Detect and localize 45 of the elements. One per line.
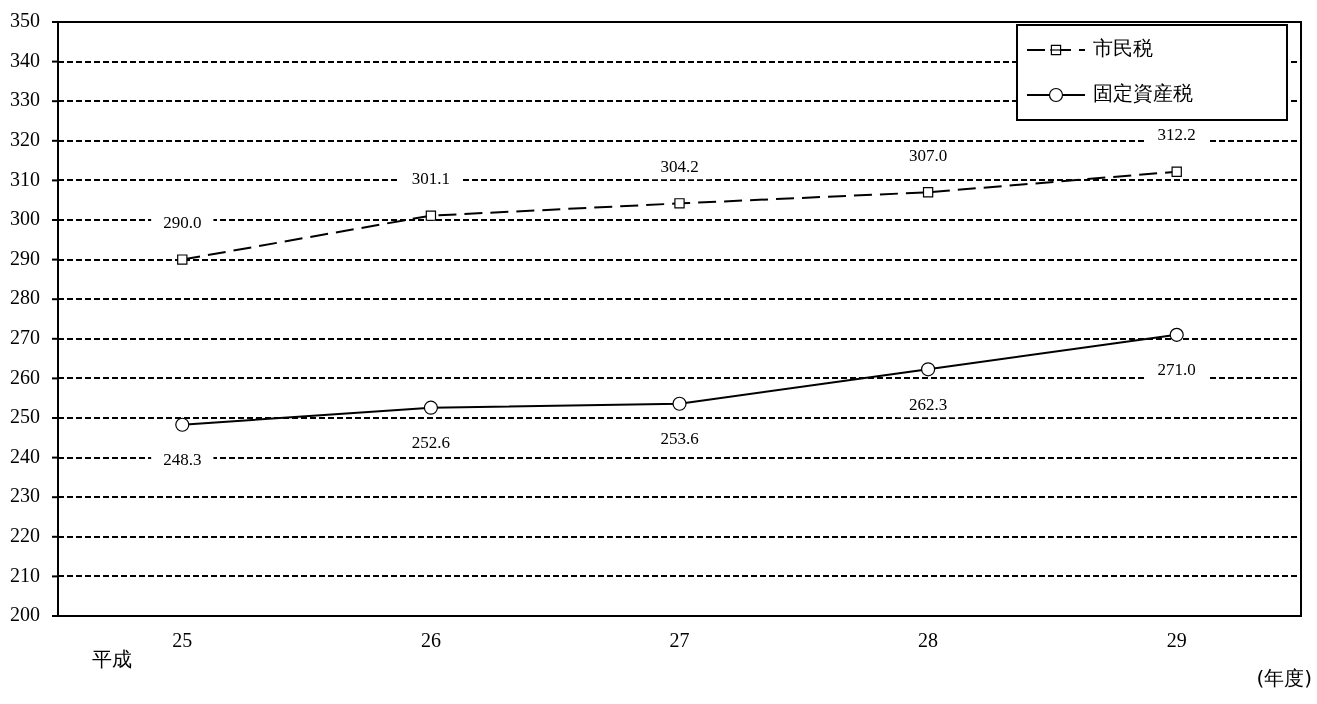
x-tick-label: 26	[420, 629, 441, 652]
point	[1171, 166, 1182, 177]
data-label: 290.0	[163, 213, 202, 233]
y-tick-label: 340	[10, 48, 40, 71]
x-axis-title: (年度)	[1256, 666, 1312, 691]
point	[1169, 327, 1184, 342]
y-tick-label: 320	[10, 128, 40, 151]
data-label: 307.0	[908, 145, 948, 165]
y-tick-label: 250	[10, 405, 40, 428]
point	[177, 254, 188, 265]
data-label: 301.1	[411, 169, 451, 189]
data-label: 312.2	[1157, 125, 1196, 145]
y-tick-label: 330	[10, 88, 40, 111]
data-label: 271.0	[1157, 360, 1196, 380]
point	[674, 198, 685, 209]
x-tick-label: 28	[918, 629, 939, 652]
y-tick-label: 300	[10, 207, 40, 230]
y-tick-label: 290	[10, 246, 40, 269]
y-tick-label: 350	[10, 9, 40, 32]
point	[672, 396, 687, 411]
point	[425, 210, 437, 221]
point	[921, 362, 936, 377]
y-tick-label: 230	[10, 484, 40, 507]
legend-label: 市民税	[1093, 36, 1153, 61]
data-label: 253.6	[660, 429, 699, 449]
text: 平成	[92, 647, 132, 672]
x-tick-label: 29	[1166, 629, 1187, 652]
y-tick-label: 270	[10, 326, 40, 349]
data-label: 262.3	[908, 394, 948, 414]
data-label: 248.3	[163, 450, 202, 470]
legend-label: 固定資産税	[1093, 81, 1193, 106]
x-tick-label: 27	[669, 629, 690, 652]
y-tick-label: 200	[10, 603, 40, 626]
y-tick-label: 260	[10, 365, 40, 388]
y-tick-label: 240	[10, 444, 40, 467]
y-tick-label: 210	[10, 563, 40, 586]
y-tick-label: 310	[10, 167, 40, 190]
point	[423, 400, 438, 415]
data-label: 304.2	[660, 156, 699, 176]
y-tick-label: 280	[10, 286, 40, 309]
point	[175, 417, 190, 432]
x-tick-label: 25	[172, 629, 193, 652]
point	[922, 187, 934, 198]
data-label: 252.6	[411, 433, 451, 453]
y-tick-label: 220	[10, 524, 40, 547]
